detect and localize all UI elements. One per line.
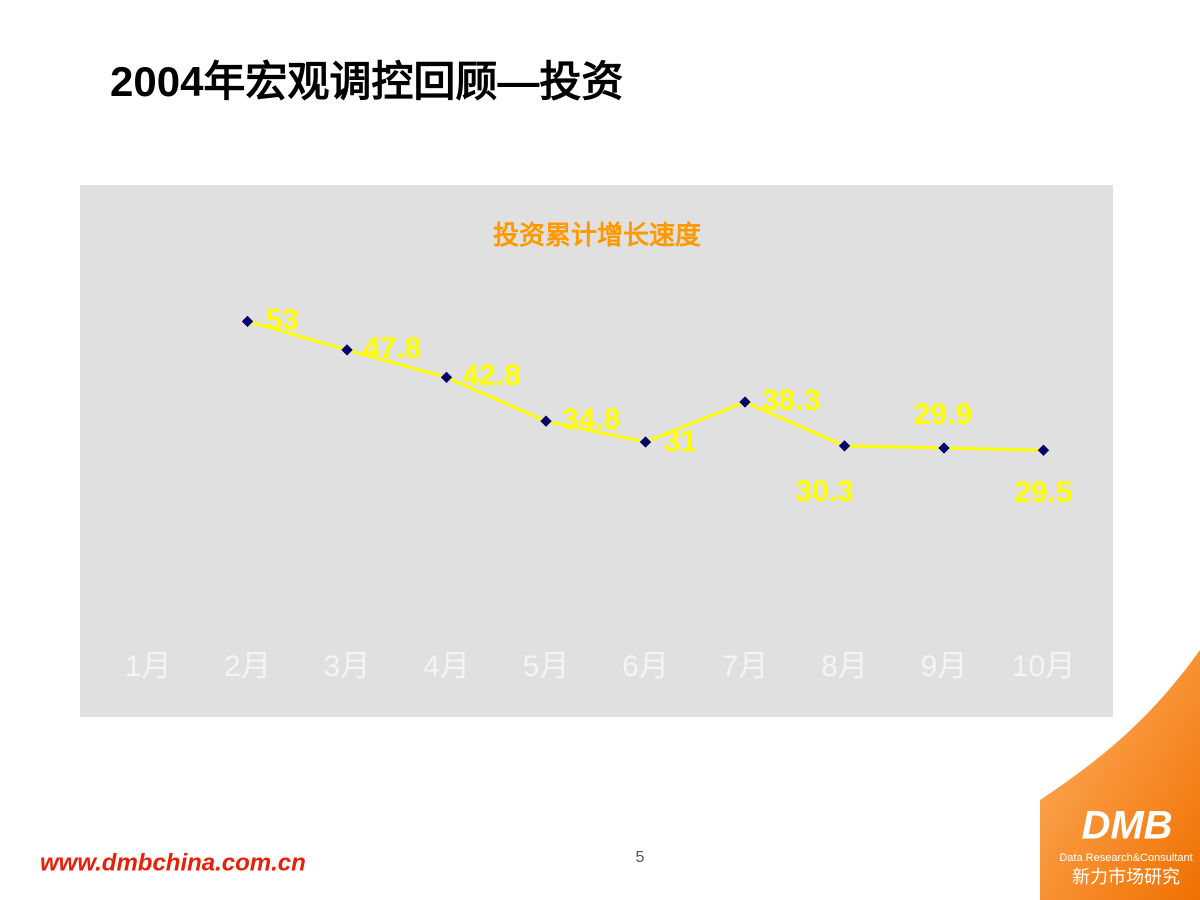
marker bbox=[937, 441, 951, 455]
x-tick-label: 9月 bbox=[921, 650, 968, 683]
page-number: 5 bbox=[636, 849, 645, 866]
marker bbox=[539, 414, 553, 428]
x-tick-label: 3月 bbox=[324, 650, 371, 683]
x-tick-label: 6月 bbox=[622, 650, 669, 683]
x-tick-label: 4月 bbox=[423, 650, 470, 683]
data-label: 38.3 bbox=[762, 384, 820, 417]
data-label: 47.8 bbox=[363, 332, 421, 365]
data-label: 31 bbox=[664, 425, 697, 458]
x-tick-label: 7月 bbox=[722, 650, 769, 683]
data-label: 30.3 bbox=[795, 475, 853, 508]
marker bbox=[1037, 443, 1050, 457]
logo-tagline: Data Research&Consultant bbox=[1059, 852, 1192, 864]
marker bbox=[639, 435, 652, 449]
marker bbox=[241, 315, 254, 328]
logo-swoosh bbox=[1040, 650, 1200, 900]
chart-area bbox=[80, 185, 1113, 717]
x-tick-label: 10月 bbox=[1012, 650, 1075, 683]
x-tick-label: 2月 bbox=[224, 650, 271, 683]
plot: 1月 2月 3月 4月 5月 6月 7月 8月 9月 10月 53 47.8 42.8 34.8 31 38.… bbox=[125, 303, 1076, 683]
slide-title: 2004年宏观调控回顾—投资 bbox=[110, 58, 623, 105]
x-tick-label: 8月 bbox=[821, 650, 868, 683]
footer-url: www.dmbchina.com.cn bbox=[40, 849, 306, 876]
chart-title: 投资累计增长速度 bbox=[493, 220, 701, 250]
x-tick-label: 5月 bbox=[523, 650, 570, 683]
data-label: 34.8 bbox=[562, 403, 620, 436]
marker bbox=[340, 343, 354, 357]
data-label: 29.5 bbox=[1014, 476, 1072, 509]
data-label: 29.9 bbox=[914, 398, 972, 431]
logo-name: 新力市场研究 bbox=[1072, 867, 1180, 887]
data-label: 42.8 bbox=[463, 359, 521, 392]
marker bbox=[838, 439, 851, 453]
data-label: 53 bbox=[266, 303, 299, 336]
logo-text: DMB bbox=[1081, 804, 1172, 848]
marker bbox=[440, 370, 453, 384]
marker bbox=[738, 395, 752, 409]
x-tick-label: 1月 bbox=[125, 650, 172, 683]
